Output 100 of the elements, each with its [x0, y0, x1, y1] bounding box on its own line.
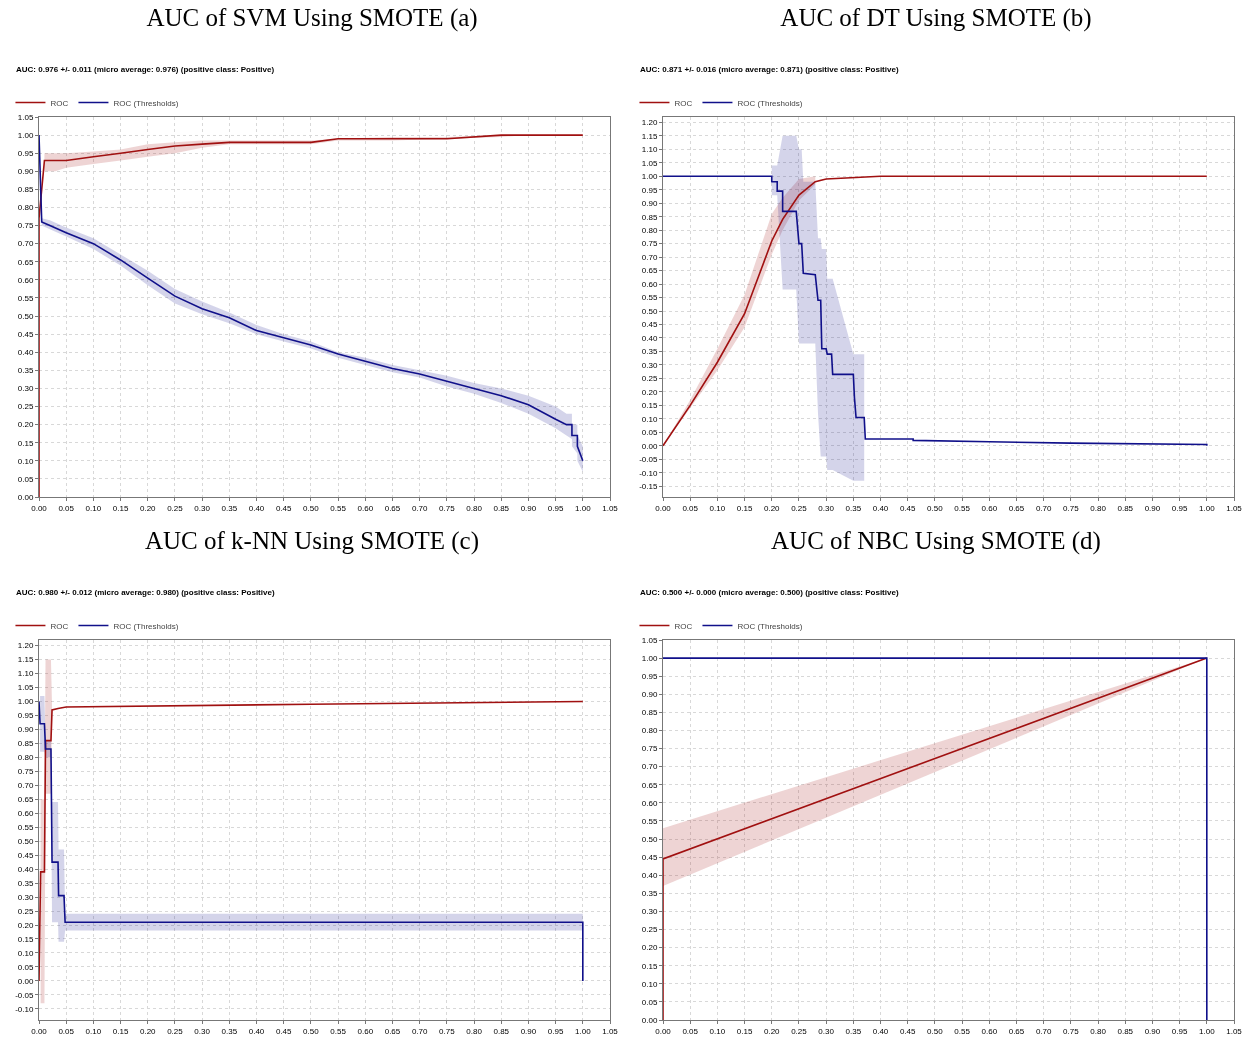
x-tick-label: 0.80 — [466, 503, 483, 513]
x-tick-label: 1.00 — [575, 503, 592, 513]
y-tick-label: 0.95 — [17, 711, 34, 721]
y-tick-label: -0.15 — [639, 482, 658, 492]
x-tick-label: 0.30 — [194, 503, 211, 513]
x-tick-label: 0.80 — [1090, 503, 1107, 513]
y-tick-label: 0.50 — [641, 306, 658, 316]
y-tick-label: 0.40 — [641, 333, 658, 343]
y-tick-label: 0.45 — [17, 850, 34, 860]
y-tick-label: 0.50 — [17, 836, 34, 846]
y-tick-label: 1.10 — [641, 145, 658, 155]
y-tick-label: 0.10 — [17, 948, 34, 958]
y-tick-label: 0.75 — [17, 221, 34, 231]
x-tick-label: 0.10 — [709, 1026, 726, 1036]
y-tick-label: 0.30 — [641, 907, 658, 917]
x-tick-label: 1.00 — [1199, 503, 1216, 513]
y-tick-label: 1.15 — [641, 131, 658, 141]
x-tick-label: 1.00 — [1199, 1026, 1216, 1036]
y-tick-label: 0.45 — [17, 329, 34, 339]
x-tick-label: 0.15 — [112, 1026, 129, 1036]
x-tick-label: 0.15 — [112, 503, 129, 513]
x-tick-label: 0.35 — [221, 1026, 238, 1036]
x-tick-label: 0.55 — [954, 503, 971, 513]
x-tick-label: 0.40 — [248, 503, 265, 513]
y-tick-label: 1.00 — [17, 130, 34, 140]
y-tick-label: 0.85 — [17, 739, 34, 749]
y-tick-label: 0.20 — [17, 420, 34, 430]
y-tick-label: 0.05 — [641, 428, 658, 438]
y-tick-label: 0.70 — [641, 762, 658, 772]
x-tick-label: 0.00 — [655, 1026, 672, 1036]
y-tick-label: 0.00 — [641, 441, 658, 451]
chart-title: AUC of SVM Using SMOTE (a) — [145, 3, 479, 34]
x-tick-label: 0.50 — [303, 503, 320, 513]
x-tick-label: 0.90 — [520, 503, 537, 513]
x-tick-label: 0.05 — [682, 1026, 699, 1036]
line-series — [39, 700, 584, 982]
y-tick-label: 0.75 — [17, 767, 34, 777]
y-tick-label: 0.55 — [17, 823, 34, 833]
x-tick-label: 0.90 — [520, 1026, 537, 1036]
y-tick-label: 0.60 — [17, 275, 34, 285]
x-tick-label: 0.65 — [1008, 1026, 1025, 1036]
y-tick-label: 0.00 — [17, 492, 34, 502]
x-tick-label: 0.20 — [763, 503, 781, 513]
y-tick-label: 0.85 — [641, 708, 658, 718]
x-tick-label: 0.30 — [818, 503, 835, 513]
y-tick-label: 0.05 — [17, 962, 34, 972]
x-tick-label: 0.25 — [791, 503, 808, 513]
legend-label: ROC (Thresholds) — [737, 621, 803, 631]
x-tick-label: 0.75 — [1063, 503, 1080, 513]
y-tick-label: 0.60 — [641, 279, 658, 289]
y-tick-label: 1.05 — [641, 635, 658, 645]
y-tick-label: 0.05 — [17, 474, 34, 484]
x-tick-label: 0.70 — [411, 503, 428, 513]
y-tick-label: 1.10 — [17, 669, 34, 679]
x-tick-label: 0.50 — [927, 503, 944, 513]
y-tick-label: 0.85 — [17, 185, 34, 195]
y-tick-label: 0.05 — [641, 997, 658, 1007]
y-tick-label: 1.05 — [17, 112, 34, 122]
y-tick-label: 0.90 — [17, 167, 34, 177]
y-tick-label: 1.00 — [641, 653, 658, 663]
x-tick-label: 1.05 — [602, 503, 619, 513]
x-tick-label: 0.95 — [1171, 1026, 1188, 1036]
y-tick-label: 0.65 — [641, 266, 658, 276]
y-tick-label: 0.85 — [641, 212, 658, 222]
x-tick-label: 0.00 — [655, 503, 672, 513]
y-tick-label: 0.00 — [641, 1015, 658, 1025]
y-tick-label: 0.30 — [641, 360, 658, 370]
x-tick-label: 1.00 — [575, 1026, 592, 1036]
x-tick-label: 0.60 — [981, 1026, 998, 1036]
y-tick-label: 0.40 — [17, 864, 34, 874]
y-tick-label: 0.50 — [17, 311, 34, 321]
y-tick-label: 0.90 — [641, 199, 658, 209]
x-tick-label: 0.35 — [845, 503, 862, 513]
x-tick-label: 0.75 — [439, 1026, 456, 1036]
x-tick-label: 0.05 — [58, 503, 75, 513]
x-tick-label: 0.60 — [357, 503, 374, 513]
x-tick-label: 0.45 — [899, 1026, 917, 1036]
y-tick-label: 1.00 — [641, 172, 658, 182]
x-tick-label: 0.05 — [58, 1026, 75, 1036]
y-tick-label: 0.70 — [641, 252, 658, 262]
x-tick-label: 0.75 — [439, 503, 456, 513]
x-tick-label: 0.40 — [872, 503, 889, 513]
y-tick-label: 1.00 — [17, 697, 34, 707]
x-tick-label: 1.05 — [1226, 1026, 1243, 1036]
chart-subtitle: AUC: 0.500 +/- 0.000 (micro average: 0.500) (positive class: Positive) — [640, 587, 900, 599]
y-tick-label: 0.25 — [641, 374, 658, 384]
x-tick-label: 0.10 — [709, 503, 726, 513]
x-tick-label: 0.55 — [330, 1026, 347, 1036]
x-tick-label: 0.95 — [547, 1026, 564, 1036]
y-tick-label: 0.80 — [17, 753, 34, 763]
x-tick-label: 0.20 — [139, 503, 157, 513]
y-tick-label: 0.10 — [641, 414, 658, 424]
legend-label: ROC — [674, 621, 693, 631]
line-series — [663, 175, 1208, 447]
x-tick-label: 1.05 — [602, 1026, 619, 1036]
x-tick-label: 0.95 — [547, 503, 564, 513]
y-tick-label: 0.60 — [641, 798, 658, 808]
y-tick-label: 0.90 — [17, 725, 34, 735]
y-tick-label: 0.10 — [17, 456, 34, 466]
y-tick-label: 0.65 — [17, 257, 34, 267]
